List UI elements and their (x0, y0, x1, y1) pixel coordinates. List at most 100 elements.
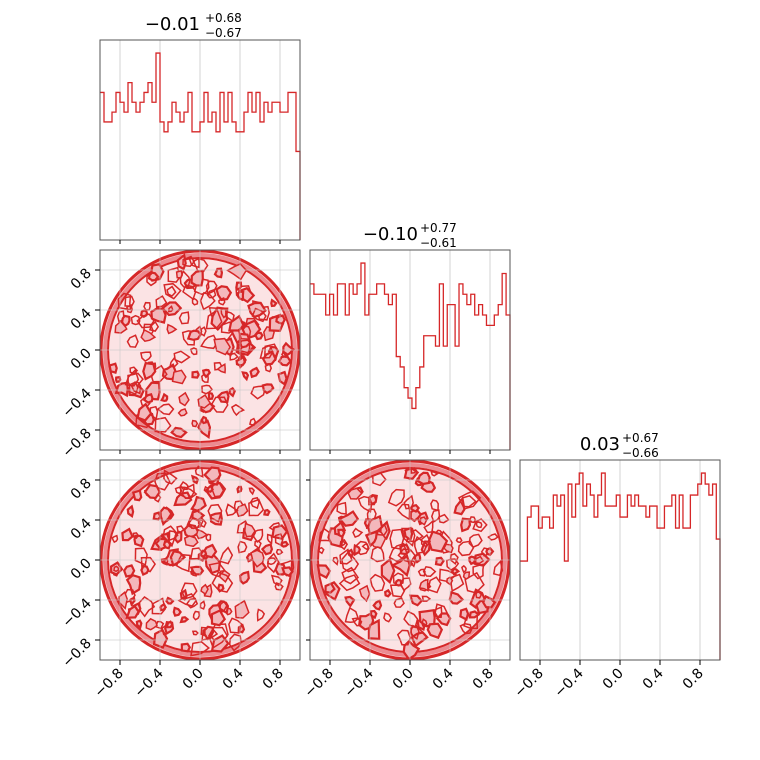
contour-island (277, 370, 288, 386)
y-tick-label: 0.8 (68, 476, 95, 503)
x-tick-label: 0.8 (260, 666, 287, 693)
y-tick-label: −0.8 (59, 426, 94, 461)
contour-island (199, 291, 216, 311)
panel-hist-0: −0.01 +0.68 −0.67 (99, 11, 301, 241)
contour-island (179, 480, 189, 491)
contour-island (165, 596, 175, 605)
contour-island (421, 595, 432, 602)
contour-island (205, 280, 218, 296)
contour-island (120, 314, 131, 328)
contour-island (263, 508, 271, 517)
contour-island (143, 392, 154, 404)
contour-island (192, 610, 201, 621)
contour-island (248, 498, 265, 517)
x-tick-label: 0.0 (390, 666, 417, 693)
contour-island (460, 517, 472, 533)
contour-island (455, 537, 463, 544)
contour-island (177, 592, 198, 607)
contour-island (189, 347, 198, 356)
contour-island (171, 369, 187, 385)
contour-island (140, 564, 150, 576)
contour-island (446, 558, 460, 571)
contour-island (207, 503, 223, 523)
contour-island (238, 325, 252, 340)
contour-island (215, 285, 233, 302)
contour-island (203, 466, 222, 484)
contour-island (191, 630, 199, 636)
contour-island (410, 631, 429, 648)
contour-island (197, 418, 212, 440)
contour-island (403, 610, 419, 629)
contour-island (461, 564, 467, 574)
x-tick-label: −0.4 (551, 665, 586, 700)
contour-island (420, 533, 431, 548)
contour-island (487, 533, 499, 541)
contour-island (136, 313, 155, 329)
contour-island (244, 522, 256, 538)
panel-contour-1-2 (310, 460, 510, 660)
contour-island (339, 540, 347, 548)
contour-island (410, 624, 420, 641)
contour-island (228, 386, 236, 398)
contour-island (177, 407, 188, 417)
panel-contour-0-2 (100, 460, 300, 660)
contour-island (344, 595, 356, 608)
contour-island (274, 533, 284, 547)
contour-island (200, 334, 219, 350)
contour-island (129, 366, 139, 375)
contour-island (235, 281, 243, 292)
contour-island (220, 307, 229, 319)
contour-island (264, 363, 273, 373)
contour-island (230, 403, 246, 417)
contour-island (237, 540, 248, 554)
x-tick-label: 0.0 (600, 666, 627, 693)
contour-island (367, 618, 381, 641)
contour-island (205, 308, 223, 330)
contour-island (408, 594, 424, 607)
contour-island (459, 623, 473, 635)
contour-island (125, 573, 142, 596)
contour-island (228, 617, 243, 634)
contour-island (160, 557, 169, 566)
x-tick-label: 0.8 (680, 666, 707, 693)
contour-island (211, 571, 234, 593)
contour-island (181, 486, 198, 500)
grid-hist-2 (539, 460, 701, 660)
contour-island (475, 521, 483, 529)
contour-island (132, 532, 140, 540)
contour-island (332, 556, 339, 566)
contour-island (250, 549, 265, 568)
title-median-dim0: −0.01 (145, 14, 200, 35)
contour-island (166, 323, 178, 335)
contour-island (380, 557, 396, 585)
contour-island (450, 567, 461, 576)
contour-island (248, 417, 257, 427)
contour-island (179, 269, 191, 288)
x-tick-label: −0.4 (341, 665, 376, 700)
contour-island (178, 311, 190, 325)
contour-island (191, 370, 200, 379)
contour-island (241, 371, 250, 382)
contour-island (318, 546, 325, 555)
contour-island (256, 608, 266, 622)
contour-island (388, 542, 408, 563)
y-tick-label: −0.4 (59, 595, 94, 630)
contour-island (316, 564, 332, 579)
contour-island (117, 292, 132, 311)
grid-hist-0 (119, 40, 281, 240)
contour-island (339, 548, 353, 565)
histogram-dim0 (100, 52, 301, 240)
contour-island (121, 527, 134, 542)
y-tick-label: 0.0 (68, 556, 95, 583)
contour-island (172, 606, 182, 617)
contour-island (173, 491, 193, 507)
contour-island (204, 551, 222, 575)
grid-hist-1 (329, 250, 491, 450)
contour-island (372, 599, 383, 611)
title-dim2: 0.03 (580, 434, 620, 455)
contour-island (410, 467, 418, 474)
contour-island (234, 599, 250, 619)
contour-island (219, 546, 234, 565)
contour-island (148, 320, 160, 332)
contour-island (191, 509, 206, 522)
